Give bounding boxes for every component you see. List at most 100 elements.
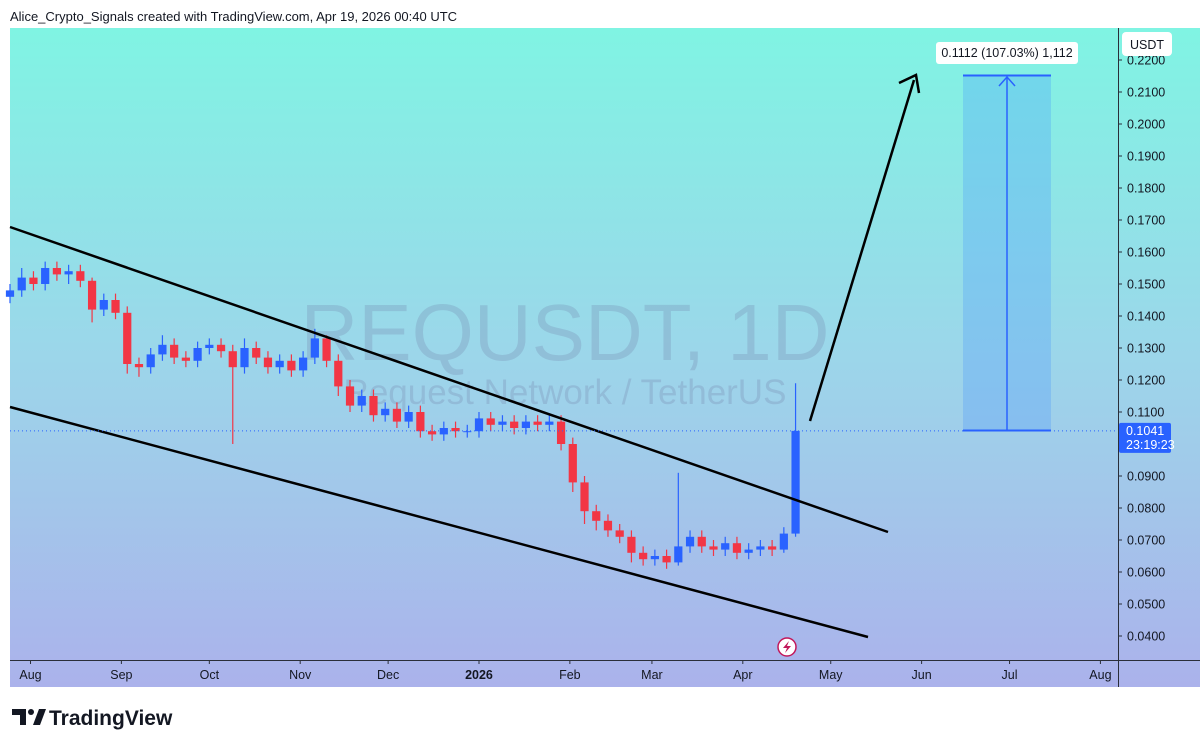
brand: TradingView [12, 707, 173, 730]
plot-background [10, 28, 1200, 687]
candle-body [310, 338, 319, 358]
y-tick-label: 0.0700 [1127, 534, 1165, 548]
x-tick-label: Aug [1089, 668, 1111, 682]
candles [5, 261, 800, 569]
x-tick-label: Sep [110, 668, 132, 682]
candle-body [627, 536, 636, 553]
candle-body [17, 277, 26, 291]
candle-body [580, 482, 589, 512]
candle-body [510, 421, 519, 428]
candle-body [545, 421, 554, 425]
footer-brand: TradingView [49, 707, 173, 730]
candle-body [52, 268, 62, 275]
y-tick-label: 0.1800 [1127, 182, 1165, 196]
event-icon [777, 637, 797, 657]
y-tick-label: 0.1200 [1127, 374, 1165, 388]
candle-body [463, 431, 472, 433]
candle-body [674, 546, 683, 563]
candle-body [99, 300, 108, 310]
candle-body [240, 348, 249, 368]
y-tick-label: 0.1700 [1127, 214, 1165, 228]
x-tick-label: Nov [289, 668, 312, 682]
candle-body [416, 412, 425, 432]
candle-body [768, 546, 777, 550]
y-tick-label: 0.1600 [1127, 246, 1165, 260]
candle-body [64, 271, 73, 275]
x-tick-label: Dec [377, 668, 399, 682]
candle-body [369, 396, 378, 416]
y-tick-label: 0.1100 [1127, 406, 1164, 420]
countdown-label: 23:19:23 [1126, 438, 1175, 452]
candle-body [521, 421, 530, 428]
currency-box [1122, 32, 1172, 56]
candle-body [486, 418, 495, 425]
candle-body [779, 533, 788, 550]
arrow-head [898, 73, 921, 94]
projection-arrow [808, 73, 921, 422]
candle-body [146, 354, 155, 368]
candle-body [158, 344, 167, 355]
candle-body [216, 344, 226, 352]
logo-dot [28, 709, 34, 715]
candle-body [87, 280, 97, 310]
event-bolt [783, 641, 791, 653]
candle-body [439, 428, 448, 435]
candle-body [287, 360, 296, 371]
x-tick-label: Apr [733, 668, 752, 682]
candle-body [392, 408, 402, 422]
candle-body [451, 428, 460, 432]
y-tick-label: 0.0800 [1127, 502, 1165, 516]
watermark: REQUSDT, 1D Request Network / TetherUS [301, 288, 830, 412]
candle-body [193, 348, 202, 361]
candle-body [111, 300, 120, 313]
candle-body [756, 546, 765, 550]
candle-body [650, 556, 659, 560]
logo-t [12, 709, 26, 725]
candle-body [603, 520, 613, 531]
candle-body [134, 364, 144, 368]
x-tick-label: Aug [19, 668, 41, 682]
last-price-box [1119, 422, 1171, 453]
currency-label: USDT [1130, 38, 1164, 52]
candle-body [791, 430, 800, 534]
x-tick-label: Jul [1002, 668, 1018, 682]
y-tick-label: 0.2000 [1127, 118, 1165, 132]
candle-body [744, 549, 753, 553]
y-tick-label: 0.1900 [1127, 150, 1165, 164]
y-tick-label: 0.1300 [1127, 342, 1165, 356]
candle-body [181, 357, 190, 361]
candle-body [615, 530, 624, 537]
candle-body [123, 312, 132, 364]
x-tick-label: 2026 [465, 668, 493, 682]
y-tick-label: 0.1400 [1127, 310, 1165, 324]
candle-body [263, 357, 273, 368]
candle-body [568, 444, 577, 483]
x-tick-label: Oct [200, 668, 220, 682]
y-tick-label: 0.2100 [1127, 86, 1165, 100]
candle-body [533, 421, 542, 425]
candle-body [709, 546, 718, 550]
lower-trendline [9, 405, 869, 639]
candle-body [381, 408, 390, 416]
arrow-shaft [808, 79, 916, 422]
candle-body [721, 543, 730, 550]
header: Alice_Crypto_Signals created with Tradin… [10, 9, 457, 24]
candle-body [357, 396, 366, 406]
last-price-label: 0.1041 [1126, 424, 1164, 438]
y-tick-label: 0.0600 [1127, 566, 1165, 580]
candle-body [556, 421, 566, 444]
candle-body [404, 412, 413, 422]
watermark-subtitle: Request Network / TetherUS [344, 373, 787, 412]
y-tick-label: 0.0500 [1127, 598, 1165, 612]
candle-body [205, 344, 214, 348]
x-tick-label: May [819, 668, 843, 682]
candle-body [322, 338, 331, 361]
candle-body [41, 268, 50, 284]
candle-body [498, 421, 507, 425]
candle-body [592, 511, 601, 521]
upper-trendline [9, 225, 889, 534]
measure-label-box [936, 42, 1078, 64]
candle-body [474, 418, 484, 432]
measure-tool: 0.1112 (107.03%) 1,112 [936, 42, 1078, 432]
